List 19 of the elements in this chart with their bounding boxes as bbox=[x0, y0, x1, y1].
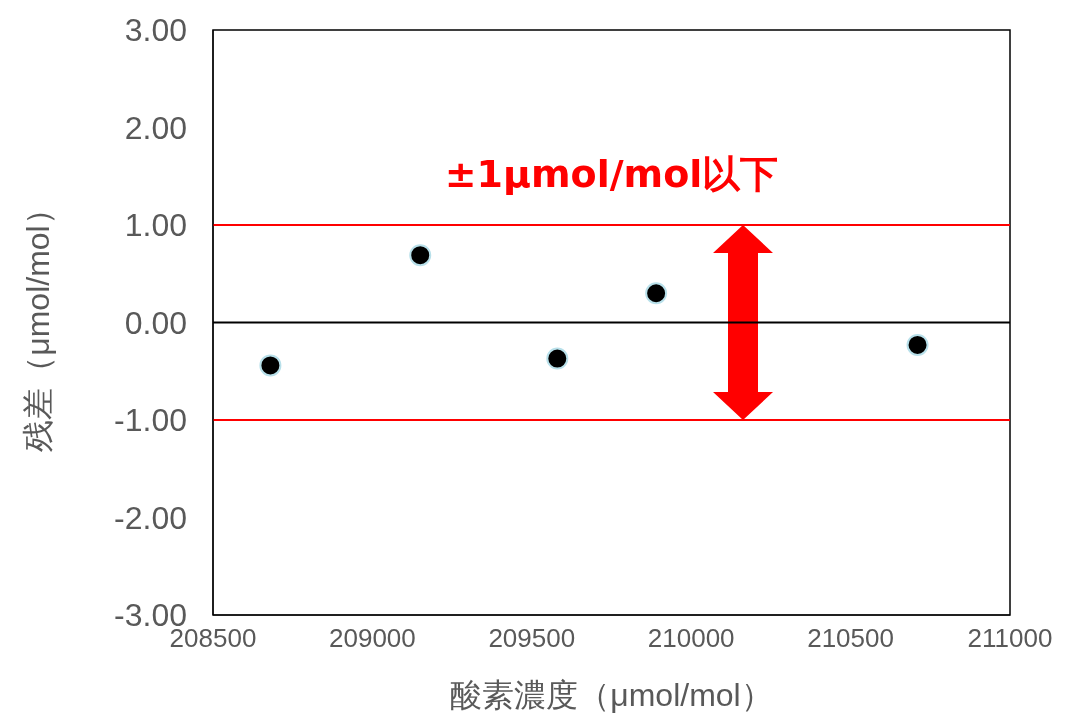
x-axis-title: 酸素濃度（μmol/mol） bbox=[450, 677, 773, 713]
point bbox=[546, 347, 569, 370]
y-tick-label: -2.00 bbox=[114, 499, 187, 536]
y-axis-title: 残差（μmol/mol） bbox=[20, 193, 57, 452]
y-tick-label: 3.00 bbox=[124, 12, 187, 49]
x-tick-label: 210000 bbox=[647, 623, 735, 654]
point bbox=[409, 244, 432, 267]
point bbox=[259, 354, 282, 377]
point bbox=[645, 282, 668, 305]
x-tick-label: 209500 bbox=[488, 623, 576, 654]
y-tick-label: 0.00 bbox=[124, 304, 187, 341]
y-tick-label: 2.00 bbox=[124, 109, 187, 146]
x-tick-label: 210500 bbox=[807, 623, 894, 654]
point bbox=[906, 333, 929, 356]
y-tick-label: 1.00 bbox=[124, 207, 187, 244]
annotation: ±1μmol/mol以下 bbox=[444, 152, 779, 196]
x-tick-label: 211000 bbox=[967, 623, 1053, 654]
x-tick-label: 209000 bbox=[329, 623, 416, 654]
y-tick-label: -1.00 bbox=[114, 402, 187, 439]
